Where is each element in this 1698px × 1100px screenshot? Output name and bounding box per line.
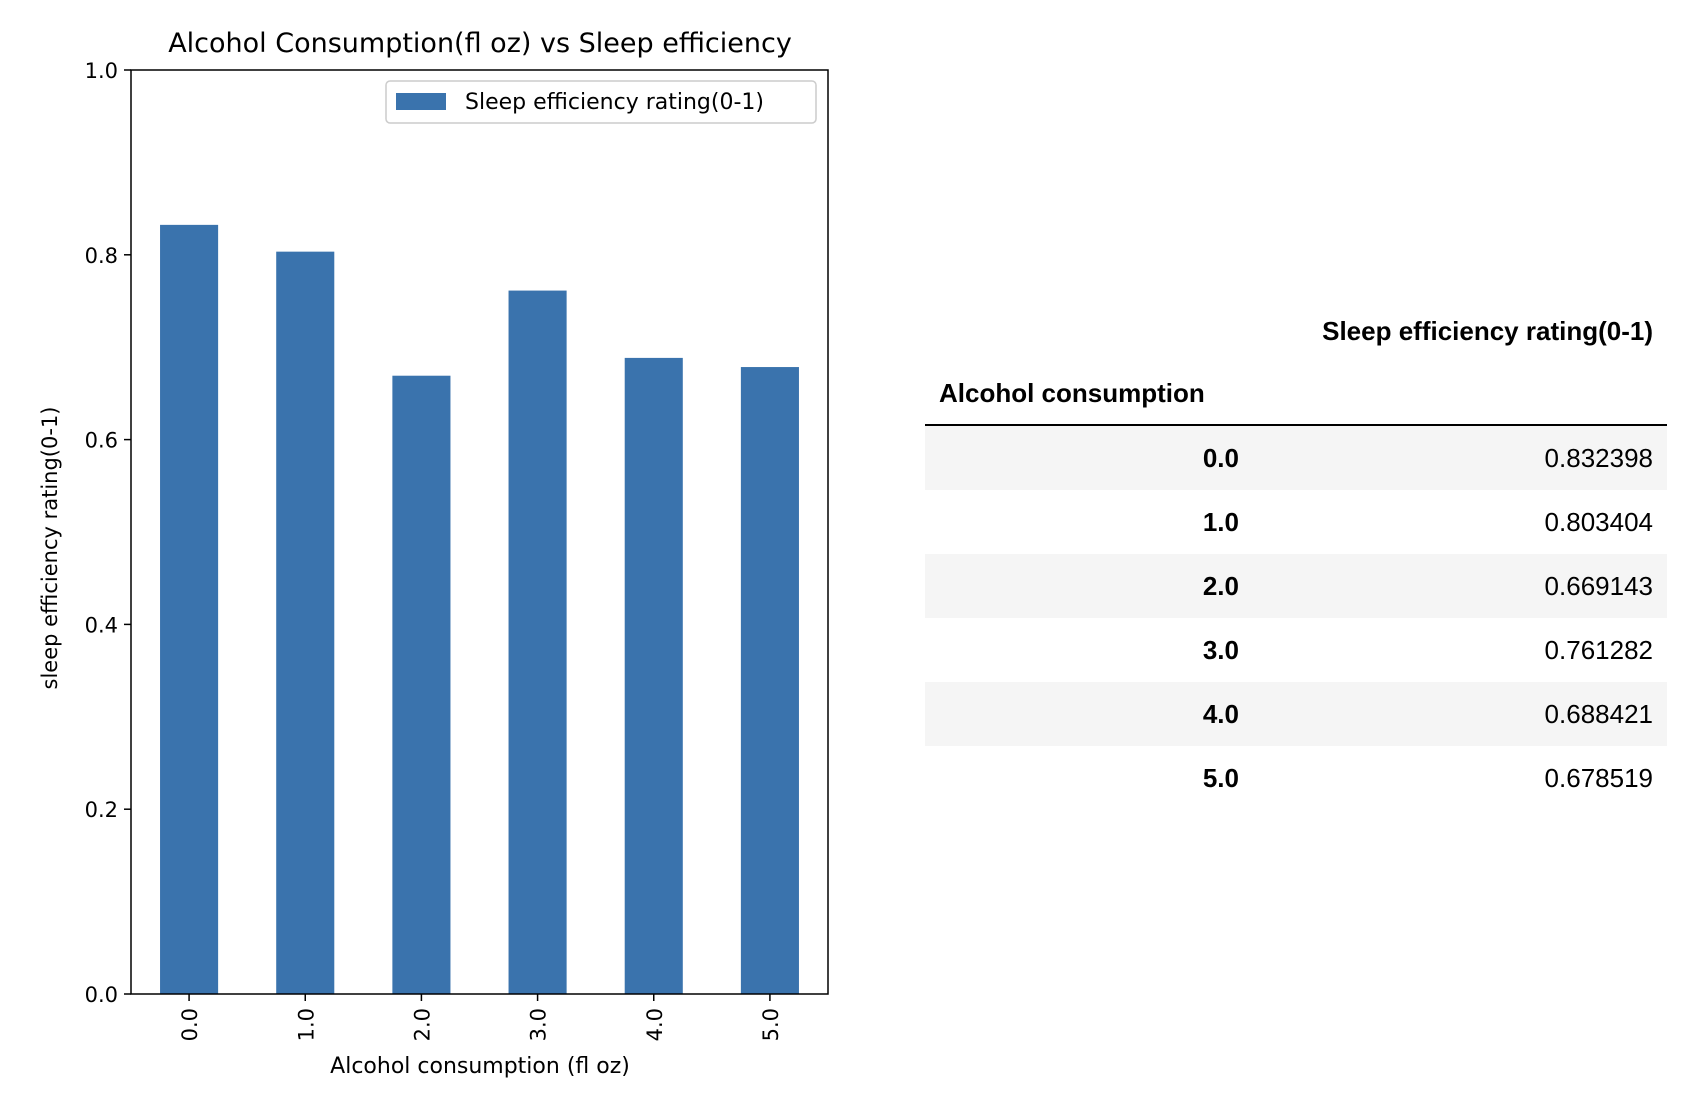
x-tick-label: 5.0 bbox=[759, 1008, 783, 1041]
bar bbox=[508, 290, 567, 994]
y-tick-label: 0.4 bbox=[85, 613, 118, 637]
legend-box bbox=[385, 80, 817, 124]
y-axis-label: sleep efficiency rating(0-1) bbox=[38, 407, 62, 690]
bar bbox=[392, 375, 451, 994]
table-row: 4.0 0.688421 bbox=[925, 682, 1667, 746]
bar bbox=[624, 357, 683, 994]
legend-swatch bbox=[396, 93, 446, 110]
bar-chart: Alcohol Consumption(fl oz) vs Sleep effi… bbox=[38, 28, 829, 1079]
x-tick-label: 2.0 bbox=[410, 1008, 434, 1041]
y-tick-label: 0.2 bbox=[85, 798, 118, 822]
row-index: 1.0 bbox=[1202, 506, 1239, 537]
legend-label: Sleep efficiency rating(0-1) bbox=[465, 90, 764, 115]
row-index: 5.0 bbox=[1202, 762, 1239, 793]
x-tick-label: 1.0 bbox=[294, 1008, 318, 1041]
column-header: Sleep efficiency rating(0-1) bbox=[1322, 315, 1653, 346]
row-index: 3.0 bbox=[1202, 634, 1239, 665]
y-tick-label: 0.8 bbox=[85, 244, 118, 268]
row-value: 0.761282 bbox=[1544, 634, 1653, 665]
row-value: 0.678519 bbox=[1544, 762, 1653, 793]
table-index-row: Alcohol consumption bbox=[925, 362, 1667, 426]
x-tick-label: 4.0 bbox=[643, 1008, 667, 1041]
table-row: 3.0 0.761282 bbox=[925, 618, 1667, 682]
y-tick-label: 0.6 bbox=[85, 429, 118, 453]
bar bbox=[160, 224, 219, 994]
x-tick-label: 0.0 bbox=[178, 1008, 202, 1041]
table-corner-cell bbox=[925, 300, 1253, 362]
legend: Sleep efficiency rating(0-1) bbox=[385, 80, 817, 124]
row-value: 0.803404 bbox=[1544, 506, 1653, 537]
x-tick-label: 3.0 bbox=[527, 1008, 551, 1041]
plot-area: 0.0 0.2 0.4 0.6 0.8 1.0 0.0 1.0 2.0 3.0 4.0 5.0 bbox=[85, 59, 799, 1041]
table-row: 0.0 0.832398 bbox=[925, 425, 1667, 490]
chart-svg: Alcohol Consumption(fl oz) vs Sleep effi… bbox=[38, 28, 829, 1079]
bar bbox=[740, 367, 799, 994]
chart-title: Alcohol Consumption(fl oz) vs Sleep effi… bbox=[168, 28, 792, 59]
row-index: 0.0 bbox=[1202, 442, 1239, 473]
index-header-spacer bbox=[1253, 362, 1667, 426]
table-row: 2.0 0.669143 bbox=[925, 554, 1667, 618]
row-index: 2.0 bbox=[1202, 570, 1239, 601]
table-header-row: Sleep efficiency rating(0-1) bbox=[925, 300, 1667, 362]
row-index: 4.0 bbox=[1202, 698, 1239, 729]
table-row: 1.0 0.803404 bbox=[925, 490, 1667, 554]
row-value: 0.669143 bbox=[1544, 570, 1653, 601]
table-row: 5.0 0.678519 bbox=[925, 746, 1667, 810]
data-table: Sleep efficiency rating(0-1) Alcohol con… bbox=[925, 300, 1667, 810]
dataframe-table: Sleep efficiency rating(0-1) Alcohol con… bbox=[925, 300, 1667, 810]
y-tick-label: 0.0 bbox=[85, 983, 118, 1007]
x-axis-label: Alcohol consumption (fl oz) bbox=[330, 1054, 630, 1079]
row-value: 0.832398 bbox=[1544, 442, 1653, 473]
y-tick-label: 1.0 bbox=[85, 59, 118, 83]
bar bbox=[276, 251, 335, 994]
row-value: 0.688421 bbox=[1544, 698, 1653, 729]
plot-frame bbox=[130, 69, 829, 995]
index-name-header: Alcohol consumption bbox=[925, 362, 1253, 426]
